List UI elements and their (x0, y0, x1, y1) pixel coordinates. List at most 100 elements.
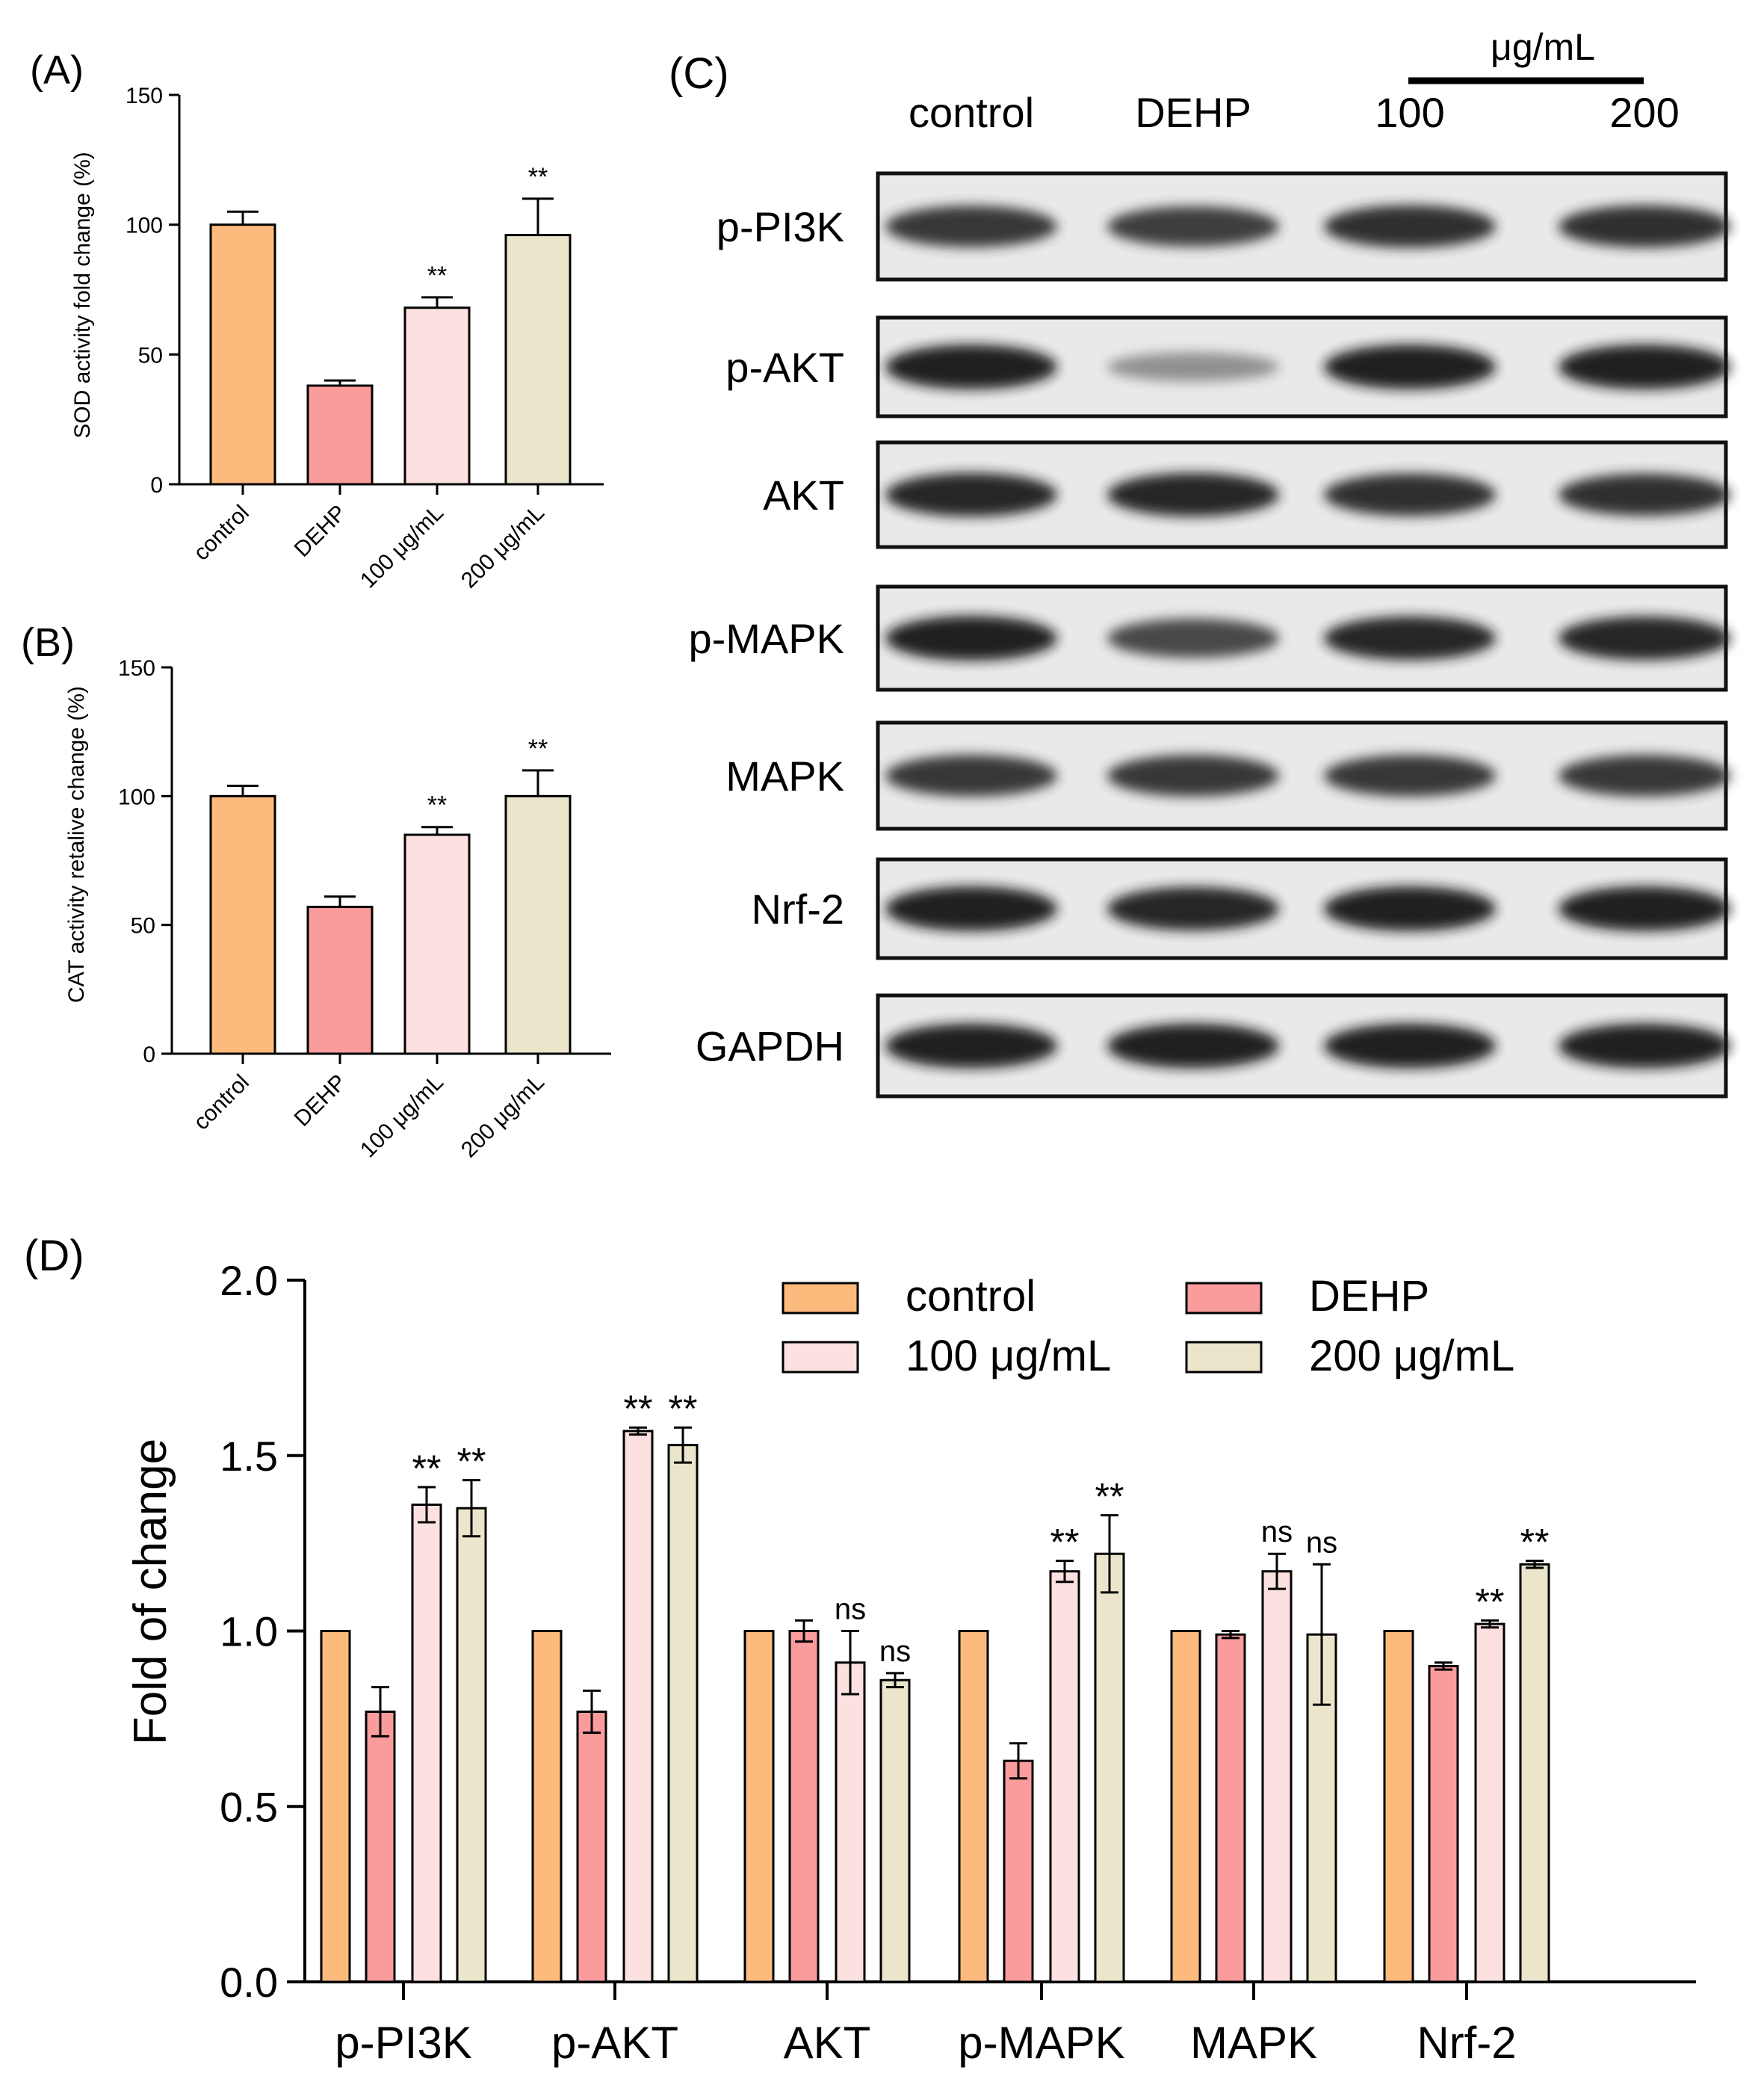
y-tick-label: 0 (143, 1042, 155, 1067)
blot-row: p-PI3K (717, 171, 1730, 282)
blot-band (1559, 886, 1730, 931)
x-tick-label: control (189, 501, 254, 566)
panel-a-sod-chart: (A) SOD activity fold change (%) 0 50 100 1… (30, 48, 604, 593)
x-tick-label: 200 μg/mL (457, 501, 549, 593)
blot-band (1324, 1023, 1496, 1069)
significance-label: ns (1261, 1516, 1293, 1548)
blot-band (1324, 616, 1496, 661)
blot-row-label: p-PI3K (717, 203, 844, 250)
blot-band (1107, 472, 1279, 517)
blot-band (1107, 206, 1279, 247)
x-tick-label: p-MAPK (958, 2018, 1124, 2068)
bar (1428, 1664, 1459, 1983)
bar (788, 1630, 820, 1983)
x-tick-label: 100 μg/mL (356, 1070, 448, 1163)
y-tick-label: 0.0 (220, 1959, 278, 2006)
x-tick-label: DEHP (290, 1070, 351, 1131)
x-tick-label: p-AKT (551, 2018, 678, 2068)
blot-band (1559, 755, 1730, 797)
blot-band (1559, 1023, 1730, 1069)
significance-label: ns (879, 1635, 911, 1668)
blot-row: p-MAPK (689, 584, 1730, 692)
blot-band (1324, 473, 1496, 516)
blot-band (885, 472, 1057, 517)
blot-lane-label-dehp: DEHP (1135, 89, 1251, 136)
blot-row: Nrf-2 (752, 857, 1730, 960)
blot-band (1324, 886, 1496, 931)
blot-band (1107, 886, 1279, 931)
y-tick-label: 150 (126, 84, 163, 108)
bar (1519, 1563, 1550, 1983)
bar (209, 794, 276, 1055)
bar (411, 1503, 442, 1983)
blot-band (885, 755, 1057, 797)
bar (1170, 1630, 1201, 1983)
bar (667, 1444, 699, 1983)
panel-d-legend: control DEHP 100 μg/mL 200 μg/mL (782, 1272, 1514, 1380)
bar (1003, 1759, 1034, 1983)
blot-row-label: AKT (763, 472, 844, 519)
x-tick-label: p-PI3K (335, 2018, 471, 2068)
blot-band (1559, 616, 1730, 661)
panel-b-label: (B) (21, 620, 75, 665)
significance-label: ** (427, 262, 447, 290)
legend-label-dehp: DEHP (1309, 1272, 1429, 1320)
bar (958, 1630, 989, 1983)
bar (1049, 1570, 1080, 1983)
legend-label-100: 100 μg/mL (906, 1332, 1111, 1380)
blot-lane-label-100: 100 (1375, 89, 1444, 136)
y-tick-label: 50 (131, 914, 155, 939)
blot-row: GAPDH (696, 993, 1730, 1099)
significance-label: ** (1520, 1522, 1550, 1563)
blot-band (885, 345, 1057, 389)
significance-label: ** (624, 1388, 653, 1430)
panel-d-fold-change-chart: (D) Fold of change control DEHP 100 μg/m… (24, 1232, 1696, 2068)
legend-swatch-200 (1185, 1341, 1263, 1374)
bar (209, 223, 276, 486)
blot-band (1324, 205, 1496, 248)
bar (531, 1630, 563, 1983)
bar (365, 1710, 396, 1983)
y-tick-label: 0 (150, 473, 163, 498)
bar (306, 906, 374, 1055)
bar (1215, 1633, 1246, 1983)
bar (743, 1630, 775, 1983)
blot-row: AKT (763, 440, 1730, 549)
significance-label: ** (528, 735, 548, 763)
significance-label: ** (669, 1388, 698, 1430)
blot-row-label: GAPDH (696, 1023, 844, 1070)
bar (320, 1630, 351, 1983)
panel-a-y-axis-title: SOD activity fold change (%) (70, 152, 95, 438)
significance-label: ** (528, 163, 548, 191)
y-tick-label: 2.0 (220, 1257, 278, 1304)
x-tick-label: Nrf-2 (1417, 2018, 1516, 2068)
bar (576, 1710, 607, 1983)
x-tick-label: 100 μg/mL (356, 501, 448, 593)
significance-label: ns (1306, 1526, 1337, 1559)
blot-band (885, 616, 1057, 661)
blot-band (1107, 755, 1279, 797)
blot-band (1324, 345, 1496, 389)
y-tick-label: 0.5 (220, 1783, 278, 1830)
legend-label-control: control (906, 1272, 1036, 1320)
blot-band (1559, 345, 1730, 389)
blot-band (1107, 1023, 1279, 1069)
significance-label: ** (1050, 1522, 1080, 1563)
blot-band (885, 886, 1057, 931)
x-tick-label: DEHP (290, 501, 351, 562)
y-tick-label: 100 (126, 214, 163, 238)
bar (456, 1507, 487, 1983)
blot-row: p-AKT (725, 315, 1730, 418)
blot-band (1107, 352, 1279, 382)
bar (504, 794, 572, 1055)
bar (403, 306, 471, 486)
blot-band (1107, 618, 1279, 658)
x-tick-label: AKT (784, 2018, 871, 2068)
blot-lane-label-200: 200 (1609, 89, 1679, 136)
blot-row: MAPK (725, 720, 1730, 831)
blot-row-label: p-MAPK (689, 615, 845, 662)
blot-band (885, 1023, 1057, 1069)
blot-band (1324, 755, 1496, 797)
bar (622, 1430, 654, 1983)
